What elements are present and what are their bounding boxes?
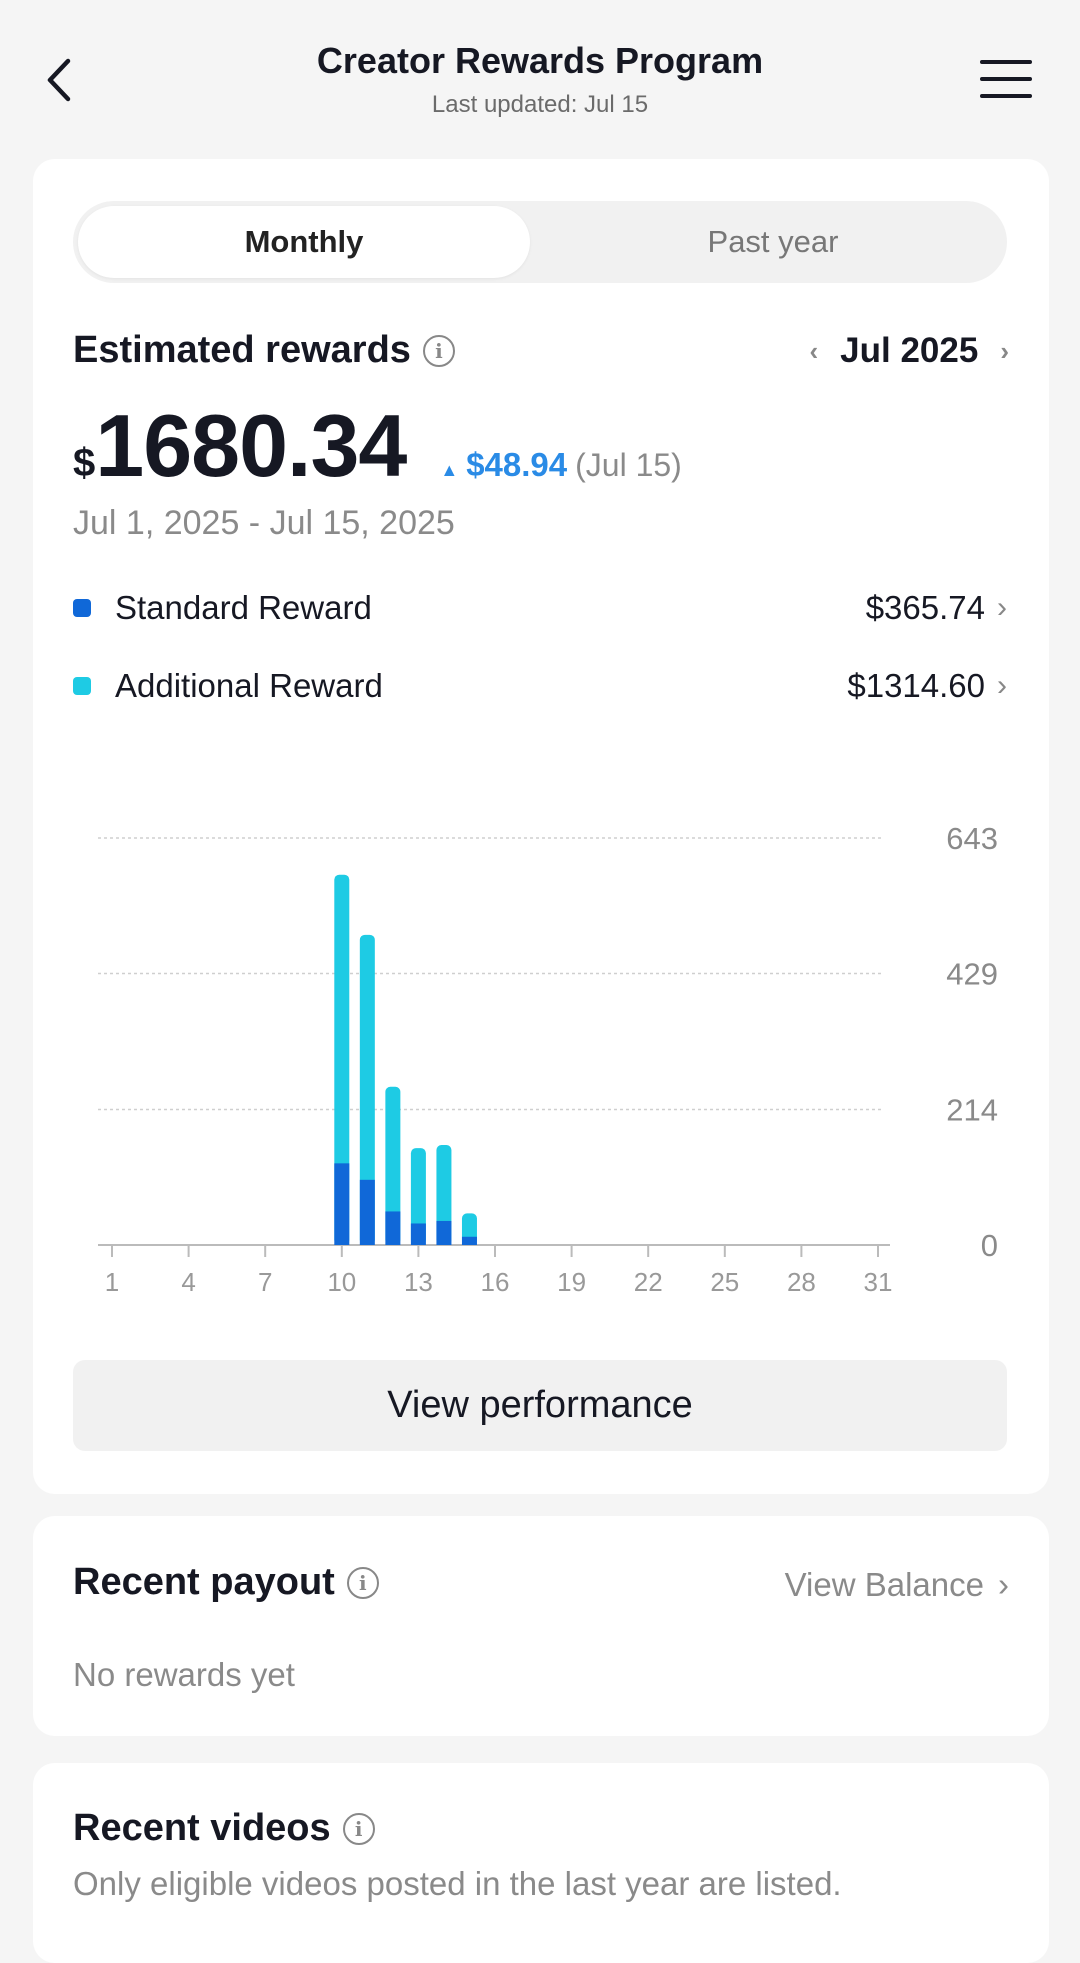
last-updated: Last updated: Jul 15	[431, 91, 649, 118]
x-tick-label: 4	[181, 1267, 195, 1297]
date-range: Jul 1, 2025 - Jul 15, 2025	[73, 504, 455, 542]
recent-payout-heading: Recent payout i	[73, 1561, 379, 1604]
tab-monthly[interactable]: Monthly	[78, 206, 530, 278]
legend-value: $1314.60	[847, 667, 985, 704]
x-tick-label: 31	[864, 1267, 893, 1297]
delta-date: (Jul 15)	[575, 447, 682, 483]
legend-label: Additional Reward	[115, 667, 383, 704]
back-button[interactable]	[40, 55, 80, 105]
standard-swatch	[73, 599, 91, 617]
bar-standard-day-15	[461, 1236, 477, 1245]
recent-videos-heading: Recent videos i	[73, 1807, 375, 1850]
x-tick-label: 22	[634, 1267, 663, 1297]
estimated-rewards-title: Estimated rewards	[73, 329, 411, 371]
x-tick-label: 19	[557, 1267, 586, 1297]
bar-additional-day-11	[359, 934, 375, 1245]
recent-videos-title: Recent videos	[73, 1807, 331, 1849]
x-tick-label: 25	[710, 1267, 739, 1297]
info-icon[interactable]: i	[346, 1566, 379, 1599]
x-tick-label: 1	[105, 1267, 119, 1297]
delta-amount: $48.94	[466, 446, 568, 483]
y-tick-label: 0	[981, 1228, 998, 1263]
payout-card: Recent payout i View Balance › No reward…	[33, 1516, 1049, 1736]
legend-standard[interactable]: Standard Reward $365.74 ›	[73, 589, 1007, 627]
up-triangle-icon: ▲	[440, 460, 459, 480]
x-tick-label: 16	[481, 1267, 510, 1297]
x-tick-label: 10	[327, 1267, 356, 1297]
chevron-right-icon: ›	[998, 1566, 1009, 1603]
bar-standard-day-11	[359, 1179, 375, 1245]
videos-card: Recent videos i Only eligible videos pos…	[33, 1763, 1049, 1963]
y-tick-label: 643	[946, 821, 998, 856]
y-tick-label: 214	[946, 1093, 998, 1128]
period-toggle: Monthly Past year	[73, 201, 1007, 283]
chevron-right-icon: ›	[997, 591, 1007, 624]
videos-description: Only eligible videos posted in the last …	[73, 1865, 842, 1902]
info-icon[interactable]: i	[422, 334, 455, 367]
y-tick-label: 429	[946, 956, 998, 991]
rewards-card: Monthly Past year Estimated rewards i ‹ …	[33, 159, 1049, 1494]
month-selector: ‹ Jul 2025 ›	[810, 331, 1010, 371]
x-tick-label: 13	[404, 1267, 433, 1297]
bar-standard-day-10	[334, 1163, 350, 1245]
total-amount: $ 1680.34 ▲ $48.94 (Jul 15)	[73, 395, 682, 497]
menu-button[interactable]	[980, 60, 1032, 102]
info-icon[interactable]: i	[342, 1812, 375, 1845]
next-month-icon[interactable]: ›	[1000, 335, 1009, 366]
view-performance-button[interactable]: View performance	[73, 1360, 1007, 1451]
no-rewards-text: No rewards yet	[73, 1656, 295, 1693]
bar-additional-day-10	[334, 874, 350, 1245]
view-balance-link[interactable]: View Balance ›	[785, 1566, 1009, 1604]
legend-value: $365.74	[865, 589, 985, 626]
hamburger-icon	[980, 60, 1032, 98]
chevron-right-icon: ›	[997, 669, 1007, 702]
bar-standard-day-13	[410, 1223, 426, 1245]
additional-swatch	[73, 677, 91, 695]
page-title: Creator Rewards Program	[316, 40, 764, 81]
bar-standard-day-12	[385, 1211, 401, 1245]
tab-past-year[interactable]: Past year	[707, 224, 839, 259]
bar-additional-day-12	[385, 1086, 401, 1245]
bar-additional-day-14	[436, 1144, 452, 1245]
legend-additional[interactable]: Additional Reward $1314.60 ›	[73, 667, 1007, 705]
estimated-rewards-heading: Estimated rewards i	[73, 329, 455, 372]
amount-value: 1680.34	[95, 396, 407, 495]
prev-month-icon[interactable]: ‹	[809, 335, 819, 366]
bar-standard-day-14	[436, 1220, 452, 1245]
x-tick-label: 7	[258, 1267, 272, 1297]
chevron-left-icon	[47, 58, 71, 102]
x-tick-label: 28	[787, 1267, 816, 1297]
bar-additional-day-13	[410, 1148, 426, 1245]
view-balance-label: View Balance	[784, 1566, 984, 1603]
selected-month: Jul 2025	[840, 331, 979, 370]
recent-payout-title: Recent payout	[73, 1561, 335, 1603]
legend-label: Standard Reward	[115, 589, 372, 626]
currency-symbol: $	[73, 441, 96, 485]
rewards-chart: 643 429 214 0 1 4 7 10 13 16 19 22 25 28 31	[98, 821, 998, 1297]
